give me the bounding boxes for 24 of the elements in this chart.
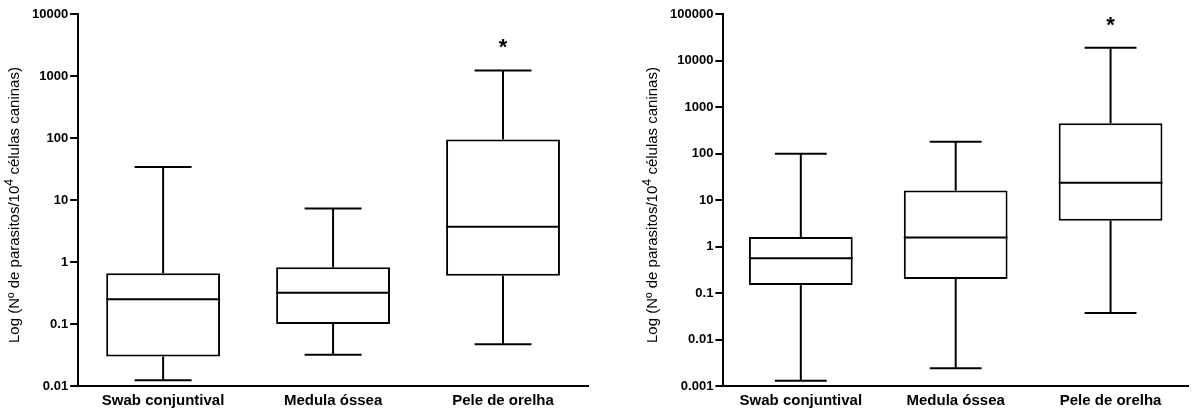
x-tick-label: Pele de orelha bbox=[452, 391, 555, 409]
y-tick-label: 100 bbox=[46, 129, 69, 145]
x-tick-label: Pele de orelha bbox=[1059, 391, 1163, 409]
y-tick-label: 1 bbox=[60, 253, 69, 269]
y-tick-label: 0.1 bbox=[50, 315, 69, 331]
y-tick-label: 1000 bbox=[684, 98, 714, 114]
y-tick-label: 100 bbox=[691, 145, 714, 161]
y-tick-label: 10000 bbox=[31, 5, 69, 21]
y-tick-label: 10 bbox=[698, 191, 714, 207]
annotation: * bbox=[498, 34, 508, 60]
y-tick-label: 10000 bbox=[677, 52, 714, 68]
y-tick-label: 1 bbox=[706, 238, 714, 254]
y-tick-label: 0.001 bbox=[680, 377, 714, 393]
x-tick-label: Medula óssea bbox=[283, 391, 383, 409]
y-tick-label: 100000 bbox=[669, 5, 714, 21]
x-tick-label: Medula óssea bbox=[906, 391, 1006, 409]
x-tick-label: Swab conjuntival bbox=[101, 391, 225, 409]
annotation: * bbox=[1106, 11, 1116, 37]
y-tick-label: 10 bbox=[53, 191, 69, 207]
x-tick-label: Swab conjuntival bbox=[739, 391, 863, 409]
y-tick-label: 1000 bbox=[39, 67, 69, 83]
y-tick-label: 0.01 bbox=[688, 331, 714, 347]
y-tick-label: 0.1 bbox=[695, 284, 714, 300]
y-tick-label: 0.01 bbox=[42, 377, 69, 393]
